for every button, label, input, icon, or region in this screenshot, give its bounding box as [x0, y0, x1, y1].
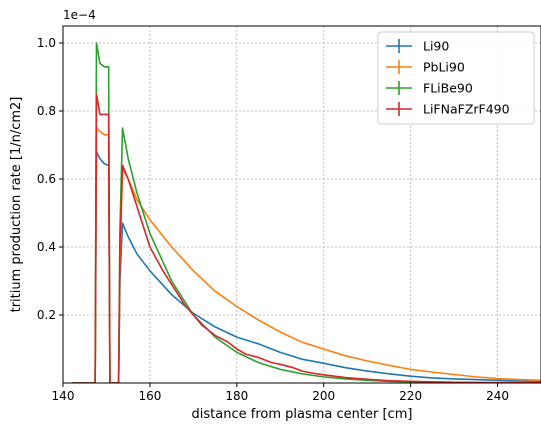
x-tick-label: 180 — [225, 389, 248, 403]
y-tick-label: 0.8 — [37, 104, 56, 118]
legend-label: PbLi90 — [423, 60, 465, 75]
x-tick-label: 200 — [312, 389, 335, 403]
axis-ticks: 140 160 180 200 220 240 0.2 0.4 0.6 0.8 1.0 — [37, 36, 509, 403]
axes-frame — [62, 25, 541, 384]
plot-area — [71, 42, 541, 383]
y-tick-label: 0.6 — [37, 172, 56, 186]
x-tick-label: 160 — [138, 389, 161, 403]
legend-label: Li90 — [423, 39, 449, 54]
legend: Li90 PbLi90 FLiBe90 LiFNaFZrF490 — [377, 31, 535, 125]
x-tick-label: 240 — [486, 389, 509, 403]
y-tick-label: 0.2 — [37, 308, 56, 322]
y-tick-label: 0.4 — [37, 240, 56, 254]
x-axis-label: distance from plasma center [cm] — [192, 407, 413, 422]
series-line-lifnafzrf490 — [71, 93, 541, 383]
legend-label: LiFNaFZrF490 — [423, 102, 510, 117]
legend-label: FLiBe90 — [423, 81, 473, 96]
y-tick-label: 1.0 — [37, 36, 56, 50]
y-axis-label: tritium production rate [1/n/cm2] — [9, 97, 24, 313]
x-tick-label: 220 — [399, 389, 422, 403]
x-tick-label: 140 — [52, 389, 75, 403]
legend-box — [377, 31, 535, 125]
y-axis-offset-label: 1e−4 — [63, 8, 96, 22]
